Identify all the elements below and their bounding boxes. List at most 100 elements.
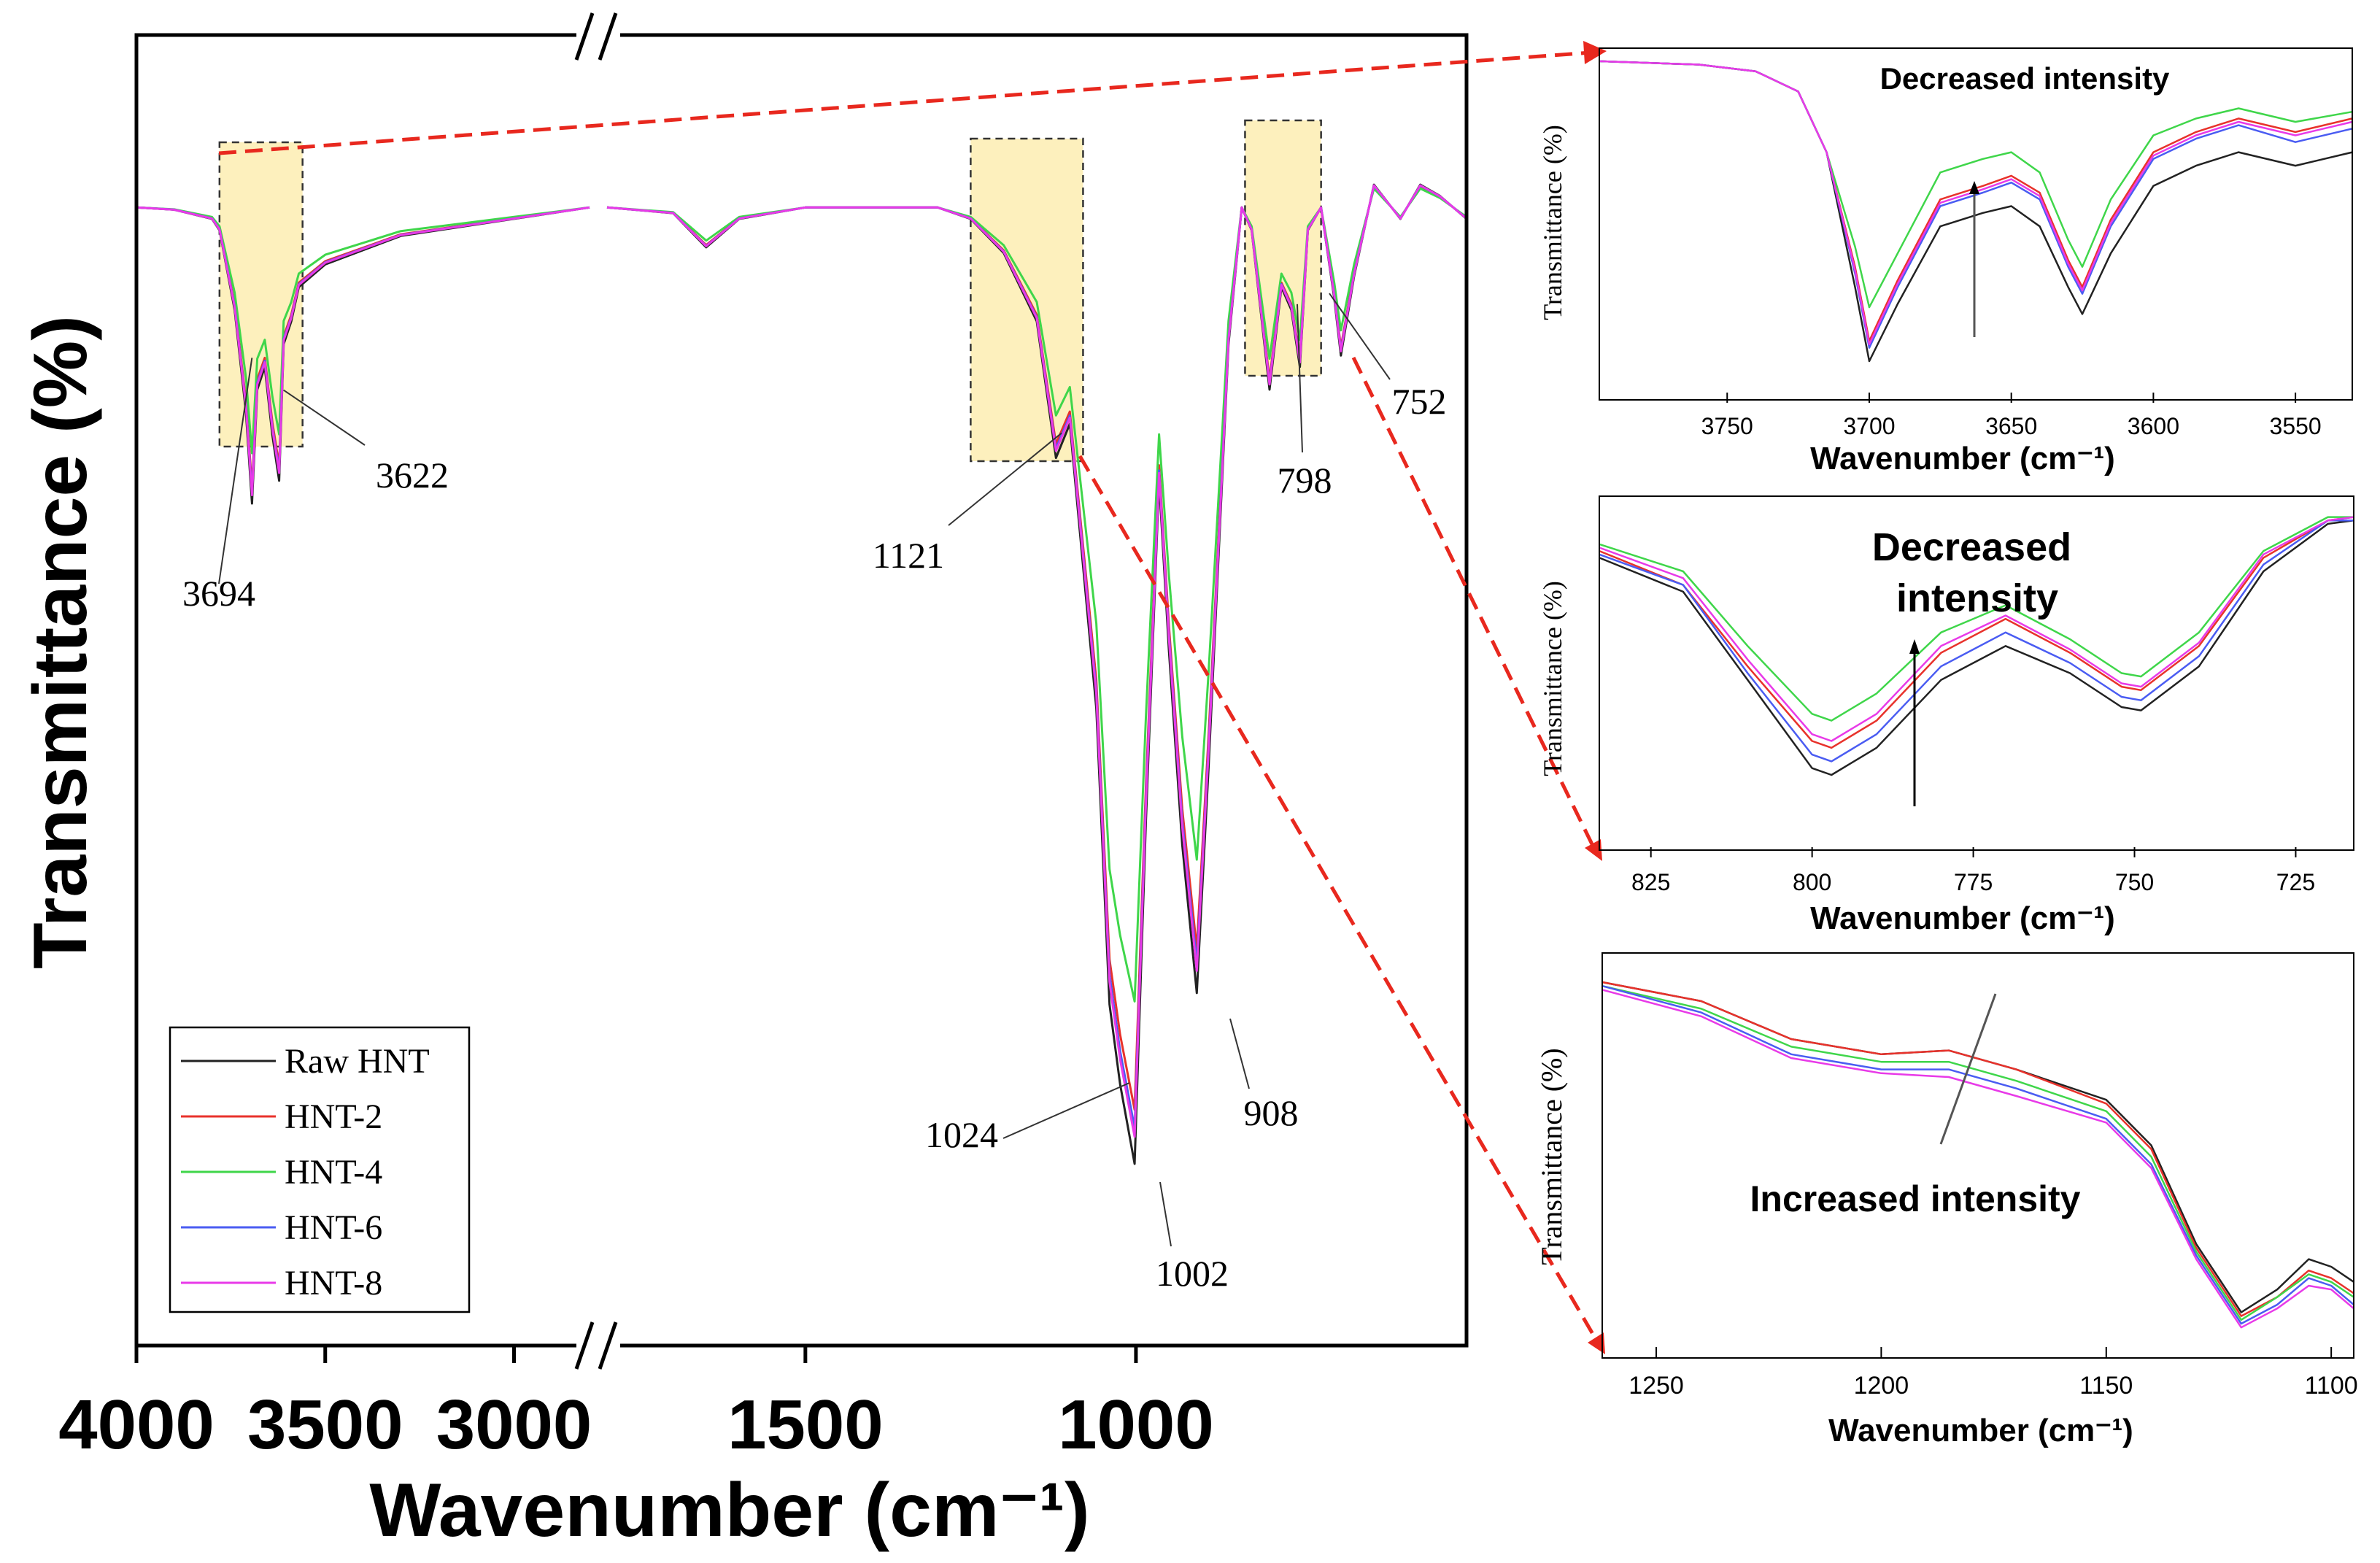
series-line-hnt-8 <box>606 184 1467 1138</box>
inset-tick-label: 825 <box>1631 869 1670 895</box>
inset1-arrowhead <box>1969 181 1979 194</box>
inset1-frame <box>1599 47 2353 401</box>
inset-series-line-hnt-8 <box>1599 516 2354 742</box>
inset-tick-label: 1250 <box>1628 1372 1684 1400</box>
peak-leader <box>1329 293 1391 380</box>
main-x-axis-label: Wavenumber (cm⁻¹) <box>369 1468 1089 1553</box>
inset-tick-label: 1100 <box>2305 1372 2358 1400</box>
peak-label: 3622 <box>376 455 449 495</box>
inset2-arrowhead <box>1909 639 1920 654</box>
peak-label: 1002 <box>1156 1253 1229 1294</box>
zoom-connectors <box>218 50 1600 1344</box>
inset2-frame <box>1599 495 2354 851</box>
inset3-x-axis-label: Wavenumber (cm⁻¹) <box>1828 1413 2133 1448</box>
arrowhead-3 <box>1588 1332 1605 1354</box>
inset-tick-label: 3600 <box>2128 413 2179 439</box>
main-y-axis-label: Transmittance (%) <box>18 315 103 969</box>
x-tick-label: 1000 <box>1058 1386 1214 1464</box>
inset-si-o-region: 825 800 775 750 725 Decreased intensity Wave… <box>1538 495 2354 936</box>
inset2-annotation: Decreased intensity <box>1872 525 2082 620</box>
connector-3 <box>1078 455 1600 1344</box>
inset-series-line-hnt-2 <box>1599 60 2353 342</box>
inset-series-line-hnt-4 <box>1599 516 2354 722</box>
inset-tick-label: 800 <box>1793 869 1831 895</box>
legend: Raw HNT HNT-2 HNT-4 HNT-6 HNT-8 <box>169 1026 471 1313</box>
arrowhead-1 <box>1583 41 1607 64</box>
peak-annotations: 3694 3622 1121 1024 1002 908 798 752 <box>182 293 1447 1294</box>
inset3-y-axis-label: Transmittance (%) <box>1535 1048 1568 1265</box>
x-tick-label: 3000 <box>436 1386 592 1464</box>
peak-label: 752 <box>1392 381 1447 422</box>
highlight-box <box>1244 119 1322 377</box>
highlight-boxes <box>218 119 1322 463</box>
inset3-annotation-bg <box>1722 1171 2101 1222</box>
inset-tick-label: 725 <box>2276 869 2315 895</box>
inset2-x-axis-label: Wavenumber (cm⁻¹) <box>1810 900 2115 936</box>
legend-label: HNT-6 <box>285 1208 382 1247</box>
inset3-annotation: Increased intensity <box>1750 1178 2081 1219</box>
inset-series-line-raw-hnt <box>1602 981 2354 1313</box>
peak-leader <box>1297 304 1303 453</box>
peak-leader <box>1229 1018 1250 1089</box>
connector-2 <box>1351 356 1596 850</box>
x-tick-label: 1500 <box>727 1386 884 1464</box>
peak-leader <box>218 358 253 584</box>
legend-box <box>169 1026 471 1313</box>
inset-tick-label: 1200 <box>1854 1372 1909 1400</box>
legend-label: HNT-2 <box>285 1097 382 1136</box>
inset2-annotation-line1: Decreased <box>1872 525 2071 569</box>
legend-label: Raw HNT <box>285 1042 430 1081</box>
connector-1 <box>218 50 1591 155</box>
main-plot-frame <box>134 33 1469 1348</box>
inset-tick-label: 3700 <box>1843 413 1895 439</box>
peak-label: 1024 <box>925 1114 998 1155</box>
axis-break-marks <box>574 12 618 1370</box>
inset1-annotation: Decreased intensity <box>1880 61 2170 96</box>
inset2-y-axis-label: Transmittance (%) <box>1538 581 1567 776</box>
connector-arrowheads <box>1583 41 1607 1354</box>
inset1-y-axis-label: Transmittance (%) <box>1538 125 1567 320</box>
inset3-pointer <box>1939 993 1997 1145</box>
peak-leader <box>1002 1082 1130 1139</box>
peak-leader <box>948 432 1062 526</box>
main-x-ticks: 4000 3500 3000 1500 1000 <box>58 1346 1214 1464</box>
inset-series-line-raw-hnt <box>1599 60 2353 363</box>
inset-series-line-hnt-8 <box>1602 989 2354 1329</box>
inset-series-line-hnt-6 <box>1599 520 2354 763</box>
inset-tick-label: 3750 <box>1701 413 1753 439</box>
arrowhead-2 <box>1585 839 1602 861</box>
peak-label: 3694 <box>182 573 255 614</box>
series-line-hnt-8 <box>136 206 590 496</box>
main-series-lines <box>136 183 1467 1165</box>
legend-label: HNT-4 <box>285 1153 382 1192</box>
inset-series-line-hnt-2 <box>1602 981 2354 1317</box>
legend-label: HNT-8 <box>285 1264 382 1302</box>
inset-series-line-hnt-4 <box>1602 984 2354 1321</box>
peak-label: 908 <box>1244 1092 1299 1133</box>
peak-label: 798 <box>1278 460 1332 501</box>
inset1-x-axis-label: Wavenumber (cm⁻¹) <box>1810 441 2115 476</box>
x-tick-label: 4000 <box>58 1386 215 1464</box>
inset3-frame <box>1602 952 2354 1359</box>
inset-tick-label: 1150 <box>2079 1372 2133 1400</box>
inset-series-line-hnt-8 <box>1599 60 2353 346</box>
inset-series-line-raw-hnt <box>1599 520 2354 776</box>
inset-series-line-hnt-4 <box>1599 60 2353 309</box>
inset-tick-label: 775 <box>1954 869 1993 895</box>
series-line-hnt-4 <box>136 206 590 455</box>
main-chart: 4000 3500 3000 1500 1000 3694 3622 1121 1024 100… <box>18 12 1469 1553</box>
inset-series-line-hnt-2 <box>1599 516 2354 749</box>
peak-label: 1121 <box>873 535 944 576</box>
inset2-annotation-line2: intensity <box>1896 576 2058 620</box>
inset-si-o-si-region: 1250 1200 1150 1100 Increased intensity Wav… <box>1535 952 2358 1448</box>
peak-leader <box>1159 1181 1172 1247</box>
inset-tick-label: 3650 <box>1985 413 2037 439</box>
x-tick-label: 3500 <box>247 1386 403 1464</box>
inset-tick-label: 3550 <box>2270 413 2322 439</box>
inset-oh-region: 3750 3700 3650 3600 3550 Decreased intensity… <box>1538 47 2353 476</box>
peak-leader <box>283 389 366 446</box>
series-line-raw-hnt <box>136 206 590 505</box>
inset-tick-label: 750 <box>2115 869 2154 895</box>
inset-series-line-hnt-6 <box>1602 984 2354 1325</box>
